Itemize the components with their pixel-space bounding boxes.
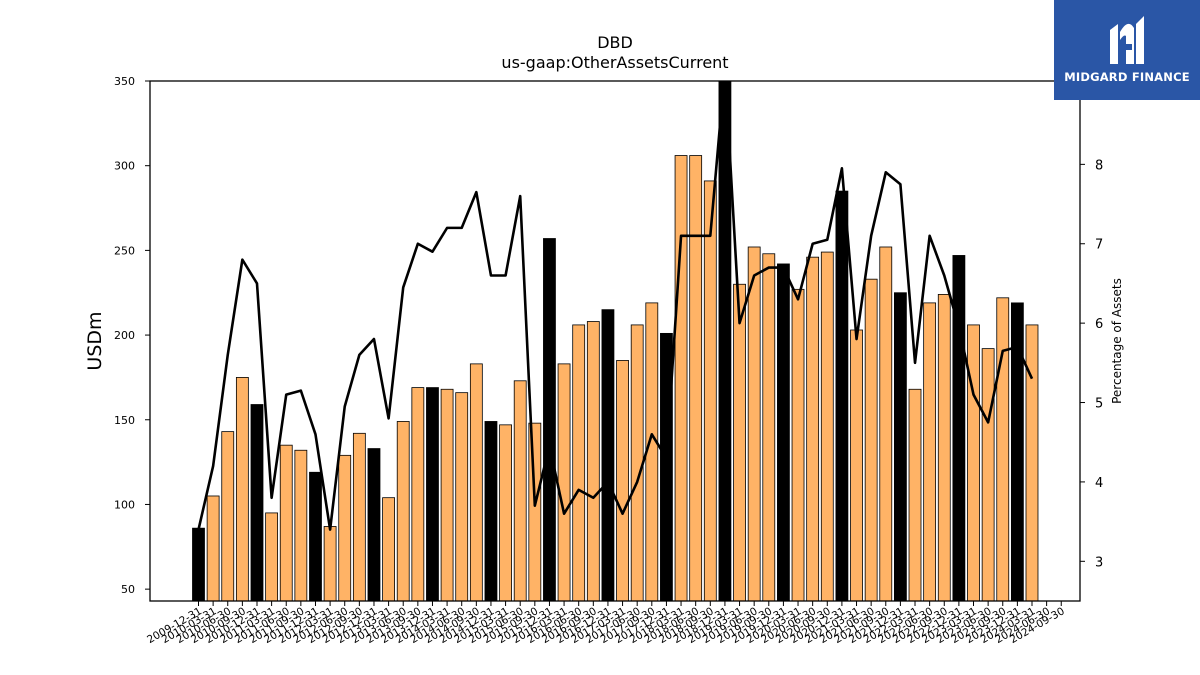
y-tick-label: 100 [114, 498, 135, 511]
y-tick-label: 200 [114, 329, 135, 342]
bar-2010-12-31 [250, 404, 264, 601]
line-layer [197, 81, 1034, 531]
bar-2012-09-30 [352, 432, 366, 601]
bar-2014-03-31 [440, 388, 454, 601]
bar-2012-12-31 [367, 448, 381, 601]
bar-2019-12-31 [777, 263, 790, 601]
y2-axis-label: Percentage of Assets [1110, 278, 1124, 404]
bar-2010-06-30 [221, 431, 235, 601]
bar-2020-09-30 [820, 251, 834, 601]
brand-logo: MIDGARD FINANCE [1054, 0, 1200, 100]
y-tick-label: 50 [121, 583, 135, 596]
bar-2022-12-31 [952, 255, 966, 601]
bar-2024-03-31 [1025, 324, 1039, 601]
bar-2022-09-30 [937, 294, 951, 601]
bar-2016-09-30 [586, 321, 600, 601]
y2-tick-label: 4 [1095, 476, 1103, 491]
x-axis: 2009-12-312010-03-312010-06-302010-09-30… [145, 601, 1067, 646]
bar-2021-06-30 [864, 278, 878, 601]
bar-2015-03-31 [499, 424, 512, 601]
bar-2019-03-31 [733, 283, 746, 601]
y-tick-label: 300 [114, 160, 135, 173]
bar-2020-06-30 [806, 256, 820, 601]
bar-2013-03-31 [382, 497, 395, 601]
bar-2015-06-30 [513, 380, 527, 601]
y-axis-label: USDm [84, 311, 106, 370]
bar-2014-09-30 [469, 363, 483, 601]
bar-2012-03-31 [323, 526, 337, 601]
bar-2011-09-30 [294, 449, 308, 601]
midgard-logo-icon [1110, 16, 1144, 64]
bar-2018-03-31 [674, 155, 688, 601]
y-tick-label: 350 [114, 75, 135, 88]
bar-2020-12-31 [835, 190, 849, 601]
plot-frame [149, 80, 1081, 602]
bar-2011-06-30 [279, 444, 293, 601]
bar-2019-06-30 [747, 246, 761, 601]
bar-2018-09-30 [703, 180, 717, 601]
bar-2016-12-31 [601, 309, 615, 601]
bar-2023-03-31 [967, 324, 980, 601]
chart-subtitle: us-gaap:OtherAssetsCurrent [501, 53, 728, 72]
bar-2013-06-30 [396, 421, 410, 601]
bar-2013-12-31 [426, 387, 439, 601]
y2-tick-label: 8 [1095, 158, 1103, 173]
bars-layer [192, 81, 1039, 601]
y-axis-right: 3 4 5 6 7 8 [1080, 158, 1103, 570]
bar-2021-09-30 [879, 246, 893, 601]
bar-2017-12-31 [660, 332, 673, 601]
percentage-line [197, 81, 1034, 531]
bar-2019-09-30 [762, 253, 776, 601]
bar-2021-03-31 [850, 329, 863, 601]
y-tick-label: 150 [114, 414, 135, 427]
brand-name: MIDGARD FINANCE [1064, 70, 1190, 84]
chart-title: DBD [597, 33, 633, 52]
y2-tick-label: 3 [1095, 555, 1103, 570]
bar-2018-12-31 [718, 81, 732, 601]
bar-2012-06-30 [338, 454, 352, 601]
bar-2017-06-30 [630, 324, 644, 601]
bar-2023-06-30 [981, 348, 995, 601]
bar-2021-12-31 [894, 292, 907, 601]
bar-2011-03-31 [265, 512, 279, 601]
bar-2016-06-30 [572, 324, 586, 601]
bar-2010-03-31 [206, 495, 220, 601]
bar-2011-12-31 [309, 471, 322, 601]
bar-2013-09-30 [411, 387, 425, 601]
y2-tick-label: 5 [1095, 397, 1103, 412]
y2-tick-label: 6 [1095, 317, 1103, 332]
bar-2018-06-30 [689, 155, 703, 601]
bar-2015-09-30 [528, 422, 542, 601]
bar-2017-03-31 [616, 360, 629, 601]
bar-2009-12-31 [192, 527, 205, 601]
y-axis-left: 50 100 150 200 250 300 350 [114, 75, 150, 596]
bar-2016-03-31 [557, 363, 571, 601]
bar-2020-03-31 [791, 288, 805, 601]
bar-2014-06-30 [455, 392, 469, 601]
bar-2010-09-30 [235, 377, 249, 601]
bar-2023-12-31 [1010, 302, 1024, 601]
bar-2014-12-31 [484, 421, 498, 601]
y-tick-label: 250 [114, 244, 135, 257]
y2-tick-label: 7 [1095, 238, 1103, 253]
bar-2022-06-30 [923, 302, 937, 601]
bar-2022-03-31 [908, 388, 922, 601]
bar-2023-09-30 [996, 297, 1010, 601]
bar-2015-12-31 [543, 238, 556, 601]
